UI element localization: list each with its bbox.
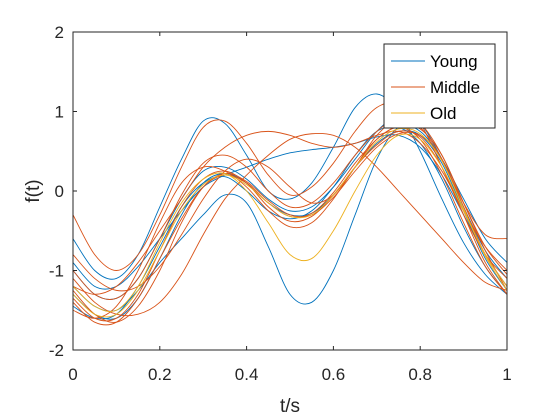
- x-tick-label: 0.6: [322, 365, 346, 384]
- legend-label-young: Young: [430, 52, 478, 71]
- y-tick-label: -2: [49, 341, 64, 360]
- legend: Young Middle Old: [383, 43, 496, 129]
- legend-label-middle: Middle: [430, 78, 480, 97]
- y-tick-label: -1: [49, 262, 64, 281]
- y-tick-label: 0: [55, 182, 64, 201]
- series-line-middle-1: [72, 131, 508, 323]
- x-tick-label: 0.8: [408, 365, 432, 384]
- y-axis-title: f(t): [23, 179, 44, 202]
- axis-ticks: 0 0.2 0.4 0.6 0.8 1 2 1 0 -1 -2: [49, 23, 512, 384]
- legend-label-old: Old: [430, 104, 456, 123]
- curves-layer: [72, 93, 508, 326]
- y-tick-label: 2: [55, 23, 64, 42]
- x-tick-label: 0.2: [148, 365, 172, 384]
- series-line-old-1: [72, 127, 508, 318]
- y-tick-label: 1: [55, 103, 64, 122]
- series-line-middle-5: [72, 132, 508, 317]
- series-line-middle-6: [72, 130, 508, 295]
- series-line-young-2: [72, 93, 508, 295]
- series-line-young-4: [72, 134, 508, 290]
- series-line-middle-2: [72, 130, 508, 322]
- series-line-middle-4: [72, 126, 508, 319]
- x-tick-label: 1: [502, 365, 511, 384]
- x-tick-label: 0: [68, 365, 77, 384]
- x-tick-label: 0.4: [235, 365, 259, 384]
- x-axis-title: t/s: [280, 396, 300, 417]
- series-line-middle-7: [72, 118, 508, 292]
- series-line-middle-3: [72, 101, 508, 279]
- series-line-old-2: [72, 133, 508, 313]
- legend-box: [383, 43, 496, 129]
- series-line-middle-9: [72, 116, 508, 300]
